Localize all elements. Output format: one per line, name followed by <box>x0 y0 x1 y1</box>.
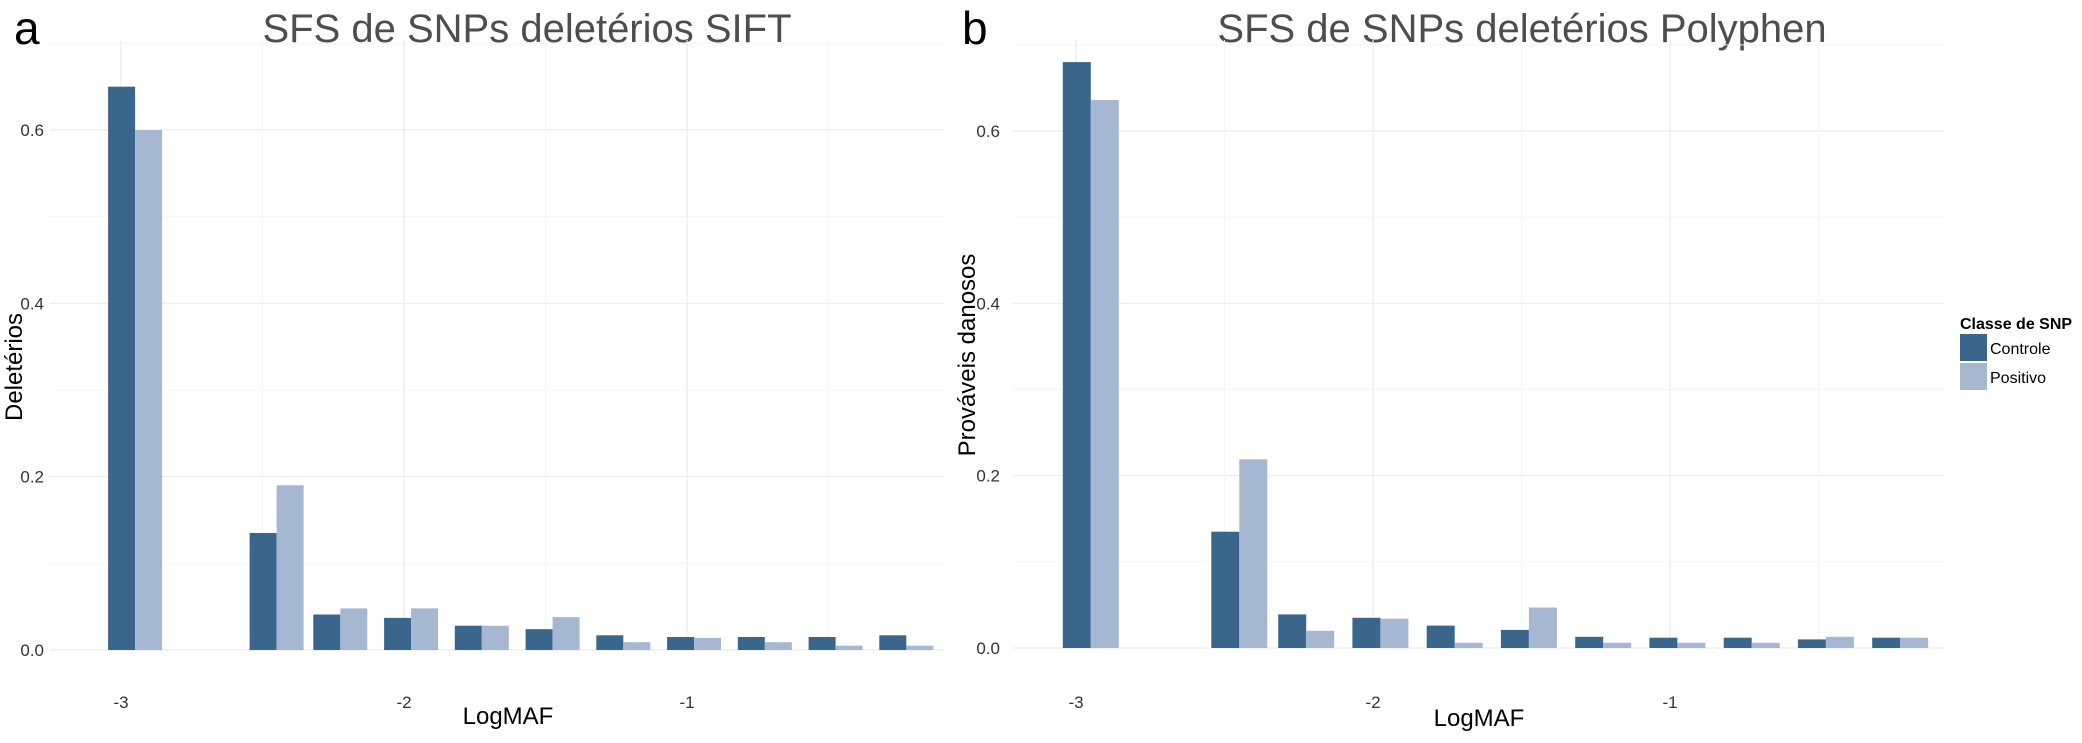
bar-controle <box>737 637 765 650</box>
bar-positivo <box>276 485 304 650</box>
bar-positivo <box>1751 642 1780 648</box>
panel-a-x-tick-labels: -3 -2 -1 <box>113 693 694 712</box>
panel-a-title: SFS de SNPs deletérios SIFT <box>262 7 791 51</box>
panel-a-x-axis-title: LogMAF <box>463 703 554 730</box>
legend-title: Classe de SNP <box>1960 316 2072 333</box>
bar-positivo <box>411 608 439 650</box>
panel-b-y-tick-labels: 0.0 0.2 0.4 0.6 <box>976 122 1000 658</box>
bar-controle <box>1500 629 1529 648</box>
x-tick-label: -3 <box>113 693 128 712</box>
x-tick-label: -2 <box>1365 693 1380 712</box>
bar-controle <box>1649 637 1678 648</box>
panel-a-y-axis-title: Deletérios <box>1 313 28 421</box>
bar-controle <box>1426 625 1455 648</box>
bar-positivo <box>1528 607 1557 648</box>
bar-controle <box>1575 636 1604 648</box>
panel-b-x-axis-title: LogMAF <box>1434 705 1525 732</box>
bar-positivo <box>906 645 934 650</box>
bar-positivo <box>835 645 863 650</box>
bar-controle <box>1723 637 1752 648</box>
bar-positivo <box>1603 642 1632 648</box>
bar-positivo <box>552 617 580 650</box>
x-tick-label: -1 <box>679 693 694 712</box>
panel-a-bars <box>108 86 934 650</box>
bar-controle <box>108 86 136 650</box>
x-tick-label: -3 <box>1068 693 1083 712</box>
bar-controle <box>1278 614 1307 648</box>
bar-positivo <box>1900 637 1929 648</box>
panel-a-grid <box>50 40 945 651</box>
bar-controle <box>1211 531 1240 648</box>
y-tick-label: 0.4 <box>976 294 1000 313</box>
bar-controle <box>808 637 836 650</box>
y-tick-label: 0.0 <box>976 639 1000 658</box>
bar-positivo <box>1239 459 1268 648</box>
panel-b-y-axis-title: Prováveis danosos <box>954 254 981 457</box>
bar-positivo <box>340 608 368 650</box>
bar-positivo <box>1090 100 1119 648</box>
bar-controle <box>249 533 277 650</box>
bar-controle <box>313 614 341 650</box>
bar-positivo <box>764 642 792 650</box>
panel-b-x-tick-labels: -3 -2 -1 <box>1068 693 1677 712</box>
bar-positivo <box>1306 630 1335 648</box>
panel-a: a SFS de SNPs deletérios SIFT 0.00.20.40… <box>1 2 945 730</box>
legend: Classe de SNP Controle Positivo <box>1960 316 2072 390</box>
legend-label-controle: Controle <box>1990 341 2051 358</box>
bar-positivo <box>135 130 163 650</box>
bar-positivo <box>1825 636 1854 648</box>
panel-b: b SFS de SNPs deletérios Polyphen 0.00.2… <box>954 2 1945 732</box>
bar-controle <box>384 617 412 650</box>
bar-controle <box>667 637 695 650</box>
y-tick-label: 0.6 <box>20 121 44 140</box>
y-tick-label: 0.2 <box>976 467 1000 486</box>
bar-controle <box>1352 617 1381 648</box>
bar-controle <box>1062 62 1091 649</box>
panel-b-bars <box>1062 62 1929 649</box>
legend-key-positivo <box>1960 363 1987 390</box>
panel-a-y-tick-labels: 0.0 0.2 0.4 0.6 <box>20 121 44 660</box>
y-tick-label: 0.4 <box>20 294 44 313</box>
legend-key-controle <box>1960 334 1987 361</box>
panel-b-letter: b <box>962 2 988 54</box>
panel-b-grid <box>1012 40 1945 649</box>
y-tick-label: 0.2 <box>20 468 44 487</box>
bar-controle <box>1872 637 1901 648</box>
bar-controle <box>596 635 624 650</box>
bar-positivo <box>1380 618 1409 648</box>
bar-controle <box>1797 639 1826 648</box>
y-tick-label: 0.6 <box>976 122 1000 141</box>
bar-positivo <box>694 637 722 650</box>
bar-positivo <box>623 642 651 650</box>
bar-positivo <box>1677 642 1706 648</box>
bar-controle <box>454 625 482 650</box>
panel-a-letter: a <box>14 2 40 54</box>
x-tick-label: -1 <box>1662 693 1677 712</box>
bar-positivo <box>481 625 509 650</box>
y-tick-label: 0.0 <box>20 641 44 660</box>
x-tick-label: -2 <box>396 693 411 712</box>
bar-controle <box>525 629 553 650</box>
legend-label-positivo: Positivo <box>1990 370 2046 387</box>
bar-controle <box>879 635 907 650</box>
bar-positivo <box>1454 642 1483 648</box>
